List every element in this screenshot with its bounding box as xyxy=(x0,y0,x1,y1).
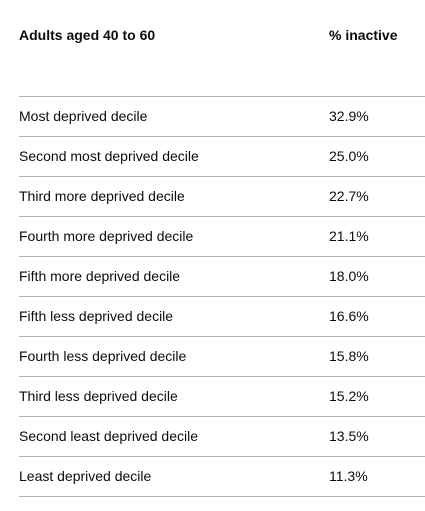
header-percent-inactive: % inactive xyxy=(329,27,398,43)
row-value: 13.5% xyxy=(329,428,369,444)
row-value: 11.3% xyxy=(329,468,368,484)
row-value: 21.1% xyxy=(329,228,369,244)
row-value: 22.7% xyxy=(329,188,369,204)
row-value: 25.0% xyxy=(329,148,369,164)
row-label: Most deprived decile xyxy=(19,108,148,124)
table-row: Third less deprived decile 15.2% xyxy=(19,377,425,417)
row-label: Second most deprived decile xyxy=(19,148,199,164)
table-row: Third more deprived decile 22.7% xyxy=(19,177,425,217)
table-row: Most deprived decile 32.9% xyxy=(19,97,425,137)
row-label: Third more deprived decile xyxy=(19,188,185,204)
header-age-group: Adults aged 40 to 60 xyxy=(19,27,156,43)
table-row: Second most deprived decile 25.0% xyxy=(19,137,425,177)
row-label: Fifth more deprived decile xyxy=(19,268,181,284)
row-label: Fourth less deprived decile xyxy=(19,348,187,364)
row-label: Least deprived decile xyxy=(19,468,152,484)
table-row: Fifth less deprived decile 16.6% xyxy=(19,297,425,337)
row-value: 15.8% xyxy=(329,348,369,364)
row-value: 16.6% xyxy=(329,308,369,324)
row-value: 15.2% xyxy=(329,388,369,404)
row-label: Fourth more deprived decile xyxy=(19,228,194,244)
inactivity-table: Adults aged 40 to 60 % inactive Most dep… xyxy=(19,0,425,497)
table-row: Fourth more deprived decile 21.1% xyxy=(19,217,425,257)
row-value: 18.0% xyxy=(329,268,369,284)
table-header: Adults aged 40 to 60 % inactive xyxy=(19,0,425,97)
row-label: Fifth less deprived decile xyxy=(19,308,174,324)
row-label: Second least deprived decile xyxy=(19,428,199,444)
row-value: 32.9% xyxy=(329,108,369,124)
table-row: Fourth less deprived decile 15.8% xyxy=(19,337,425,377)
table-row: Second least deprived decile 13.5% xyxy=(19,417,425,457)
row-label: Third less deprived decile xyxy=(19,388,178,404)
table-row: Fifth more deprived decile 18.0% xyxy=(19,257,425,297)
table-row: Least deprived decile 11.3% xyxy=(19,457,425,497)
